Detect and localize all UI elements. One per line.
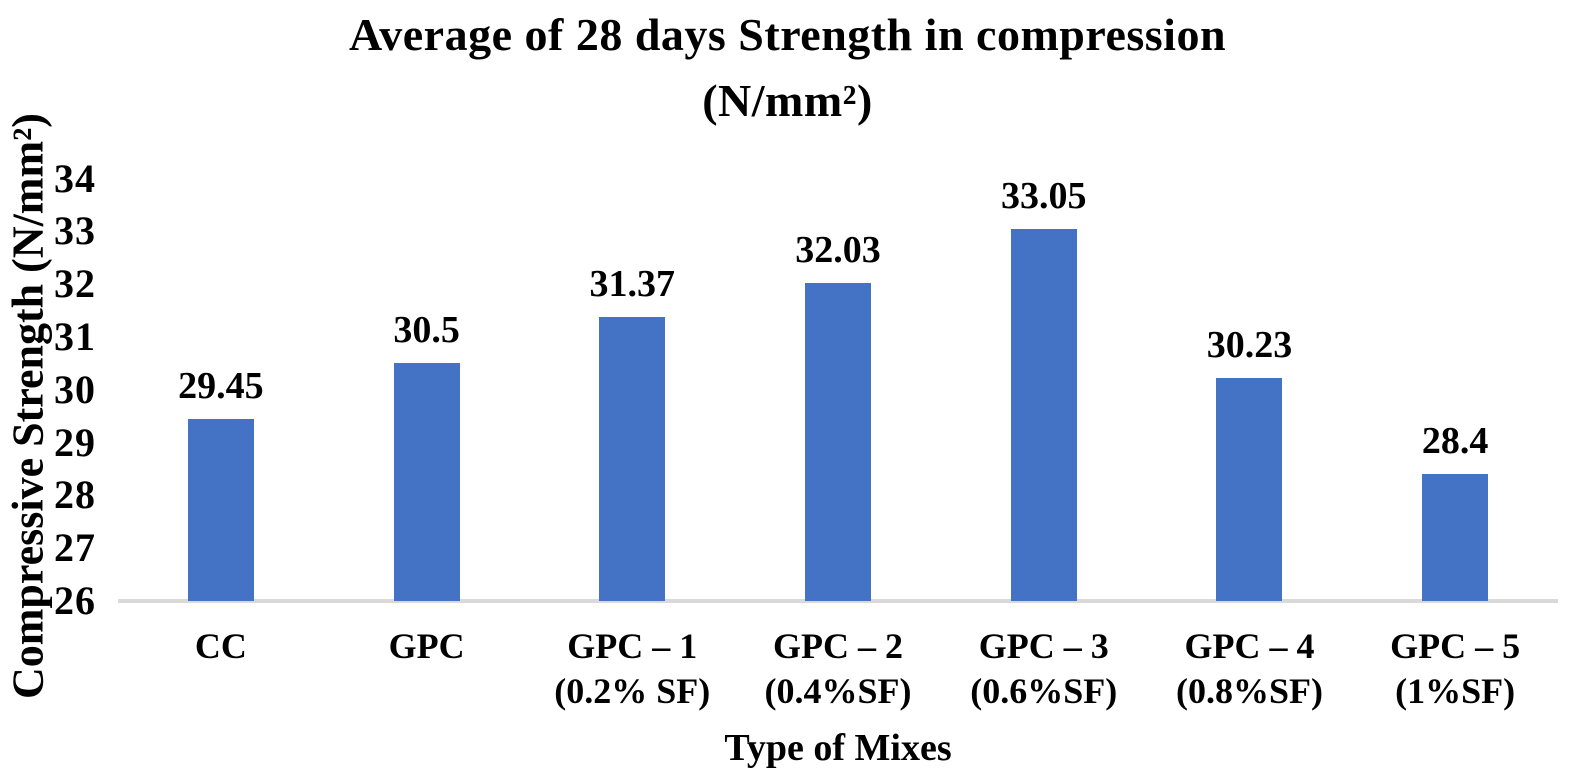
y-tick-label-30: 30 [54,366,96,412]
bar-value-label: 32.03 [795,228,881,271]
category-label: GPC – 3 (0.6%SF) [970,626,1118,711]
bar-value-label: 30.5 [393,309,460,352]
bar [1216,377,1283,601]
bar-slot: 32.03 [735,150,941,601]
bar [805,282,872,601]
category-label: GPC – 4 (0.8%SF) [1175,626,1323,711]
bar [1422,474,1489,601]
category-label: GPC – 2 (0.4%SF) [764,626,912,711]
y-tick-label-27: 27 [54,525,96,571]
y-tick-label-31: 31 [54,314,96,359]
bar [1010,228,1077,601]
y-tick-label-26: 26 [54,578,96,623]
category-label: GPC [388,626,465,666]
y-tick-label-32: 32 [54,261,96,307]
bar-slot: 28.4 [1352,150,1558,601]
bar [393,363,460,601]
chart-title-line1: Average of 28 days Strength in compressi… [348,9,1227,60]
y-tick-label-29: 29 [54,419,96,465]
bar-value-label: 31.37 [589,263,676,306]
bar-slot: 30.5 [324,150,530,601]
y-tick-label-33: 33 [54,208,96,254]
x-axis-line [118,599,1558,603]
chart-title: Average of 28 days Strength in compressi… [0,2,1575,134]
category-label: GPC – 5 (1%SF) [1390,626,1521,711]
bar-value-label: 28.4 [1421,420,1489,463]
bar-value-label: 29.45 [178,364,264,407]
bar-slot: 29.45 [118,150,324,601]
bar-value-label: 33.05 [1000,174,1087,217]
bar-slot: 33.05 [941,150,1147,601]
bar-slot: 30.23 [1147,150,1353,601]
y-axis-tick-labels: 26 27 28 29 30 31 32 33 34 [0,0,96,780]
y-tick-label-28: 28 [54,472,96,518]
bar [599,317,666,601]
bar-slot: 31.37 [529,150,735,601]
category-label: GPC – 1 (0.2% SF) [554,626,711,711]
bar-value-label: 30.23 [1206,323,1293,366]
y-tick-label-34: 34 [54,155,96,201]
chart-title-line2: (N/mm²) [702,75,873,126]
x-axis-title: Type of Mixes [724,727,952,769]
bar [187,418,254,601]
category-label: CC [194,626,247,666]
x-axis-category-labels: CC GPC GPC – 1 (0.2% SF) GPC – 2 (0.4%SF) GP… [118,624,1558,714]
plot-area: 29.45 30.5 31.37 32.03 33.05 30.23 28.4 [118,150,1558,601]
